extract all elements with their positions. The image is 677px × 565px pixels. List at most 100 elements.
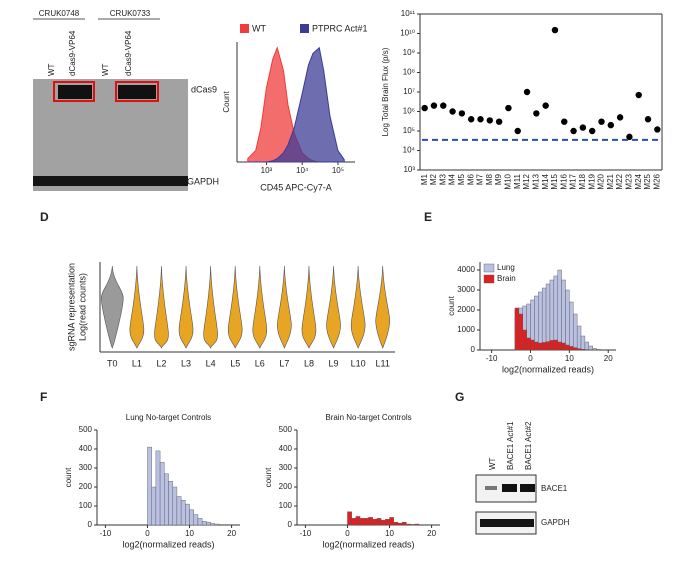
hist-bar (576, 348, 582, 351)
hist-bar (549, 279, 555, 351)
hist-bar (401, 521, 407, 526)
hist-bar (549, 340, 555, 351)
legend-label: PTPRC Act#1 (312, 23, 368, 33)
point (505, 104, 512, 112)
y-axis-label: count (264, 467, 273, 487)
hist-bar (410, 524, 415, 526)
legend-swatch (483, 274, 495, 284)
chart-title: Lung No-target Controls (126, 413, 211, 422)
hist-bar (573, 347, 578, 351)
hist-bar (368, 517, 373, 526)
legend-label: Brain (497, 274, 516, 283)
hist-bar (573, 313, 578, 351)
legend-swatch (240, 24, 249, 33)
point (449, 108, 456, 115)
point (514, 127, 521, 135)
y-tick-label: 100 (279, 501, 293, 510)
legend-label: Lung (497, 263, 515, 272)
y-tick-label: 10⁴ (403, 146, 416, 155)
x-tick-label: M1 (420, 173, 429, 185)
hist-bar (168, 481, 173, 526)
x-axis-label: log2(normalized reads) (322, 539, 414, 549)
hist-bar (522, 329, 527, 351)
hist-bar (155, 450, 161, 526)
point (607, 121, 615, 129)
lane-label: WT (101, 63, 110, 76)
band (58, 85, 92, 99)
hist-bar (541, 287, 547, 351)
y-tick-label: 300 (79, 463, 93, 472)
y-tick-label: 0 (471, 345, 476, 354)
band (118, 85, 156, 99)
band-label: GAPDH (541, 518, 570, 527)
hist-bar (580, 349, 586, 351)
blot-g: WT BACE1 Act#1 BACE1 Act#2 BACE1 GAPDH (475, 421, 570, 535)
x-tick-label: -10 (486, 354, 498, 363)
hist-bar (147, 446, 152, 526)
hist-bar (561, 279, 566, 351)
x-tick-label: L2 (156, 358, 166, 368)
hist-bar (584, 341, 590, 351)
hist-bar (359, 518, 365, 526)
x-tick-label: 0 (528, 354, 533, 363)
hist-bar (180, 500, 186, 526)
band-label: dCas9 (191, 84, 217, 94)
legend-swatch (300, 24, 309, 33)
band-label: BACE1 (541, 484, 568, 493)
x-tick-label: M4 (448, 173, 457, 185)
x-tick-label: 10 (565, 354, 574, 363)
panel-letter: D (40, 210, 49, 224)
point (570, 127, 577, 135)
hist-bar (414, 523, 420, 526)
chart-title: Brain No-target Controls (325, 413, 411, 422)
hist-bar (545, 341, 551, 351)
x-tick-label: 0 (145, 529, 150, 538)
legend-label: WT (252, 23, 266, 33)
y-tick-label: 400 (79, 444, 93, 453)
x-tick-label: M5 (457, 173, 466, 185)
hist-bar (569, 346, 574, 351)
lane-label: dCas9-VP64 (68, 30, 77, 76)
y-axis-label: count (64, 467, 73, 487)
hist-bar (201, 521, 207, 526)
y-tick-label: 100 (79, 501, 93, 510)
point (467, 116, 475, 123)
hist-bar (553, 275, 558, 351)
y-tick-label: 500 (79, 425, 93, 434)
y-tick-label: 500 (279, 425, 293, 434)
area (247, 46, 345, 163)
lane-label: WT (488, 457, 497, 470)
hist-bar (351, 518, 357, 526)
violin (375, 265, 391, 349)
x-axis-label: log2(normalized reads) (122, 539, 214, 549)
x-tick-label: M25 (643, 173, 652, 189)
hist-bar (580, 335, 586, 351)
hist-bar (565, 289, 570, 351)
x-tick-label: L9 (329, 358, 339, 368)
hist-bar (164, 473, 169, 526)
group-label: CRUK0748 (39, 9, 80, 18)
hist-bar (347, 511, 352, 526)
x-tick-label: L10 (351, 358, 366, 368)
panel-letter: G (455, 390, 464, 404)
x-tick-label: M14 (541, 173, 550, 189)
violin (227, 265, 243, 349)
hist-bar (197, 518, 203, 526)
point (598, 118, 605, 125)
hist-bar (565, 344, 570, 351)
y-tick-label: 10⁸ (403, 68, 415, 77)
point (533, 110, 540, 117)
x-tick-label: L8 (304, 358, 314, 368)
band (480, 519, 534, 527)
x-tick-label: 20 (227, 529, 236, 538)
x-tick-label: M23 (625, 173, 634, 189)
hist-bar (576, 325, 582, 351)
x-tick-label: L7 (279, 358, 289, 368)
point (551, 26, 559, 34)
hist-bar (518, 313, 523, 351)
hist-bar (557, 341, 562, 351)
x-tick-label: 10 (385, 529, 394, 538)
hist-bar (553, 339, 558, 351)
y-tick-label: 10¹⁰ (400, 29, 415, 38)
